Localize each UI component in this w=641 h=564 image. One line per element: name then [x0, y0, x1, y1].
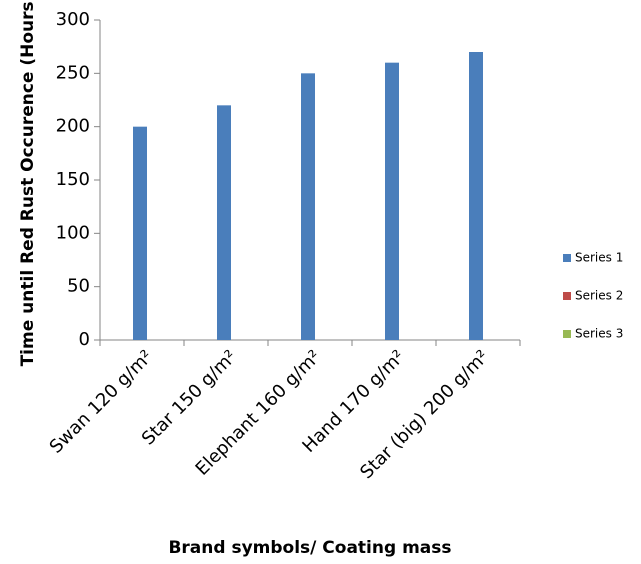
legend-label: Series 2: [575, 289, 623, 303]
bar: [217, 105, 231, 340]
y-tick-label: 0: [79, 329, 90, 350]
bar: [133, 126, 147, 341]
y-tick-label: 300: [56, 9, 90, 30]
legend-label: Series 1: [575, 251, 623, 265]
bar: [301, 73, 315, 340]
legend-label: Series 3: [575, 327, 623, 341]
y-tick-label: 100: [56, 222, 90, 243]
y-tick-label: 150: [56, 169, 90, 190]
bar: [469, 52, 483, 340]
bar: [385, 62, 399, 341]
legend-swatch: [563, 292, 571, 300]
x-axis-title: Brand symbols/ Coating mass: [168, 538, 451, 558]
y-tick-label: 200: [56, 116, 90, 137]
y-tick-label: 50: [67, 276, 90, 297]
x-tick-label: Swan 120 g/m²: [46, 346, 157, 457]
legend-swatch: [563, 330, 571, 338]
legend-swatch: [563, 254, 571, 262]
y-axis-title: Time until Red Rust Occurence (Hours): [18, 0, 38, 366]
y-tick-label: 250: [56, 62, 90, 83]
